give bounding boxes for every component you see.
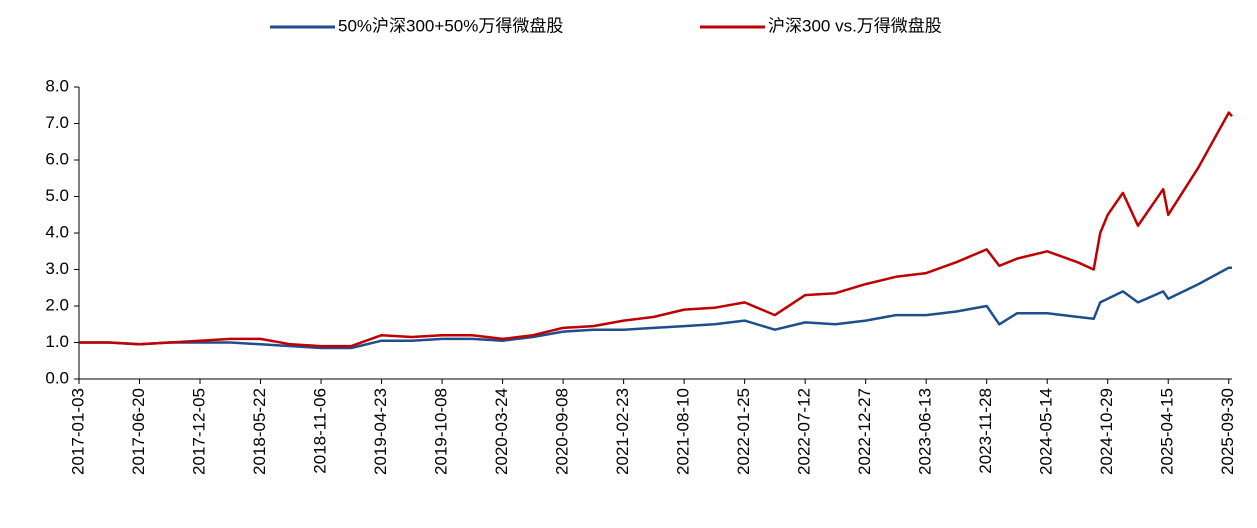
x-tick-label: 2022-01-25: [734, 388, 753, 475]
legend-label: 50%沪深300+50%万得微盘股: [338, 16, 563, 35]
x-tick-label: 2020-03-24: [492, 388, 511, 475]
x-tick-label: 2019-10-08: [432, 388, 451, 475]
y-tick-label: 7.0: [45, 113, 69, 132]
x-tick-label: 2022-12-27: [855, 388, 874, 475]
legend-label: 沪深300 vs.万得微盘股: [768, 16, 942, 35]
y-tick-label: 3.0: [45, 259, 69, 278]
y-tick-label: 6.0: [45, 149, 69, 168]
x-tick-label: 2017-12-05: [190, 388, 209, 475]
x-tick-label: 2022-07-12: [795, 388, 814, 475]
y-tick-label: 0.0: [45, 368, 69, 387]
series-line: [79, 111, 1233, 348]
y-tick-label: 8.0: [45, 76, 69, 95]
x-tick-label: 2024-05-14: [1037, 388, 1056, 475]
x-tick-label: 2023-11-28: [976, 388, 995, 474]
x-tick-label: 2025-04-15: [1158, 388, 1177, 475]
x-tick-label: 2019-04-23: [371, 388, 390, 475]
x-tick-label: 2021-08-10: [674, 388, 693, 475]
x-tick-label: 2017-06-20: [129, 388, 148, 475]
y-tick-label: 4.0: [45, 222, 69, 241]
x-tick-label: 2018-05-22: [250, 388, 269, 475]
y-tick-label: 5.0: [45, 186, 69, 205]
series-line: [79, 266, 1232, 350]
x-tick-label: 2020-09-08: [553, 388, 572, 475]
y-tick-label: 1.0: [45, 332, 69, 351]
x-tick-label: 2018-11-06: [311, 388, 330, 474]
x-tick-label: 2021-02-23: [613, 388, 632, 475]
x-tick-label: 2025-09-30: [1218, 388, 1237, 475]
x-tick-label: 2023-06-13: [916, 388, 935, 475]
x-tick-label: 2024-10-29: [1097, 388, 1116, 475]
y-tick-label: 2.0: [45, 295, 69, 314]
x-tick-label: 2017-01-03: [68, 388, 87, 475]
